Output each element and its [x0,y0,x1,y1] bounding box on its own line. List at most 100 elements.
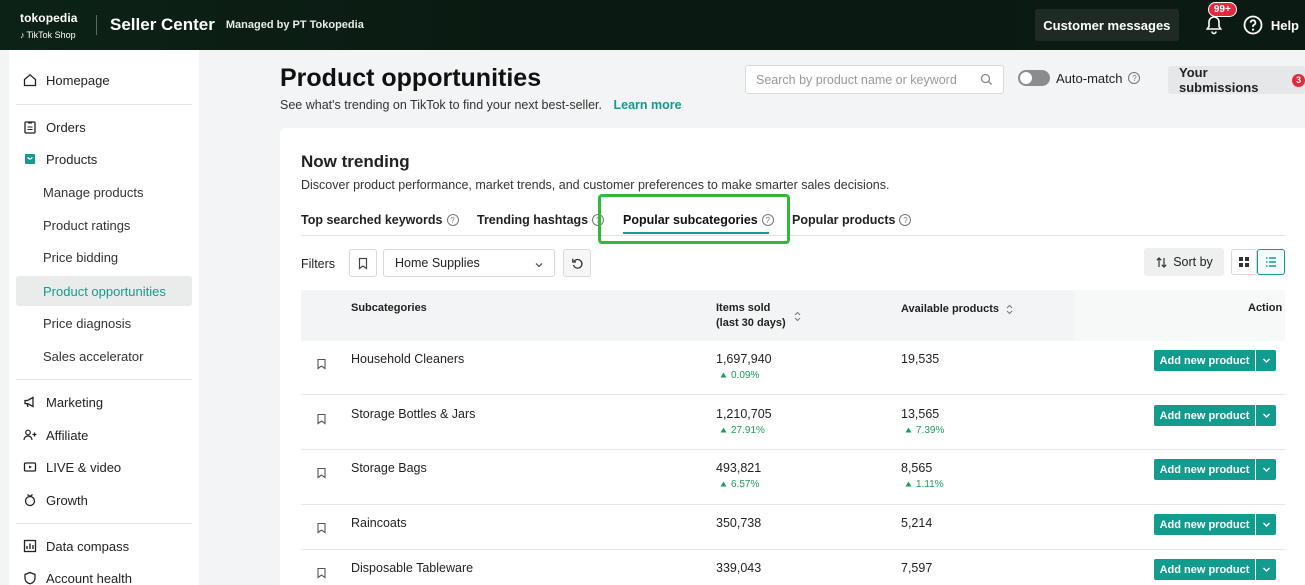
sidebar-item-affiliate[interactable]: Affiliate [9,420,199,450]
sidebar-item-data-compass[interactable]: Data compass [9,531,199,561]
sidebar-item-account-health[interactable]: Account health [9,563,199,585]
bookmark-icon[interactable] [316,412,327,430]
subcategory-name: Disposable Tableware [351,561,474,575]
bookmark-icon[interactable] [316,521,327,539]
help-icon[interactable]: ? [446,214,459,226]
sidebar-item-label: Orders [46,119,86,135]
chevron-down-icon [1262,567,1270,572]
more-options-button[interactable] [1256,405,1276,426]
grid-view-button[interactable] [1231,249,1257,275]
sidebar-item-label: LIVE & video [46,459,122,475]
add-new-product-button[interactable]: Add new product [1154,514,1255,535]
sidebar-item-growth[interactable]: Growth [9,485,199,515]
tab-popular-products[interactable]: Popular products? [792,213,912,227]
sidebar-item-product-opportunities[interactable]: Product opportunities [16,276,192,306]
category-select[interactable]: Home Supplies [383,249,555,277]
bookmark-icon[interactable] [316,466,327,484]
help-icon[interactable]: ? [899,214,912,226]
sidebar-item-marketing[interactable]: Marketing [9,387,199,417]
sidebar-item-product-ratings[interactable]: Product ratings [43,217,131,233]
app-title: Seller Center [110,15,215,34]
tab-label: Top searched keywords [301,213,443,227]
growth-icon [22,492,38,508]
sidebar-item-label: Data compass [46,538,130,554]
row-divider [301,449,1285,450]
tab-popular-subcategories[interactable]: Popular subcategories? [623,213,774,227]
add-new-product-button[interactable]: Add new product [1154,405,1255,426]
tab-top-searched-keywords[interactable]: Top searched keywords? [301,213,459,227]
col-items-sold[interactable]: Items sold (last 30 days) [716,301,801,331]
chevron-down-icon [1262,467,1270,472]
auto-match-label: Auto-match [1056,70,1123,86]
sort-arrows-icon[interactable] [794,311,801,322]
help-icon[interactable]: ? [1128,72,1141,84]
sidebar-item-products[interactable]: Products [9,144,199,174]
sidebar-item-sales-accelerator[interactable]: Sales accelerator [43,348,144,364]
bookmark-icon[interactable] [316,566,327,584]
reset-icon [571,258,583,269]
sidebar-divider [16,379,192,380]
auto-match-toggle[interactable] [1018,70,1050,86]
more-options-button[interactable] [1256,559,1276,580]
available-products-change: 7.39% [905,425,944,436]
sort-by-button[interactable]: Sort by [1144,248,1224,276]
sidebar-item-label: Account health [46,570,133,585]
help-button[interactable]: Help [1243,15,1299,35]
bookmark-icon[interactable] [316,357,327,375]
more-options-button[interactable] [1256,514,1276,535]
saved-filters-button[interactable] [349,249,377,277]
row-divider [301,549,1285,550]
sidebar-item-orders[interactable]: Orders [9,112,199,142]
items-sold-value: 1,210,705 [716,407,772,421]
learn-more-link[interactable]: Learn more [613,98,682,112]
highlight-box [598,194,790,244]
list-view-button[interactable] [1257,249,1285,275]
video-icon [22,459,38,475]
bookmark-icon [358,257,368,270]
sidebar-item-live-video[interactable]: LIVE & video [9,452,199,482]
shield-icon [22,570,38,585]
available-products-value: 5,214 [901,516,933,530]
sidebar-item-price-diagnosis[interactable]: Price diagnosis [43,315,132,331]
more-options-button[interactable] [1256,350,1276,371]
subcategory-name: Household Cleaners [351,352,465,366]
add-new-product-button[interactable]: Add new product [1154,459,1255,480]
col-items-sold-line2: (last 30 days) [716,317,786,329]
chevron-down-icon [1262,413,1270,418]
sidebar-item-price-bidding[interactable]: Price bidding [43,249,119,265]
active-tab-indicator [623,232,769,234]
sidebar: Homepage Orders Products Manage products… [9,50,199,585]
managed-by-label: Managed by PT Tokopedia [225,19,364,31]
your-submissions-button[interactable]: Your submissions 3 [1168,65,1305,95]
trend-tabs: Top searched keywords? Trending hashtags… [301,213,1285,236]
now-trending-title: Now trending [301,152,410,171]
sidebar-item-manage-products[interactable]: Manage products [43,184,144,200]
col-available-products[interactable]: Available products [901,302,1013,317]
col-subcategories: Subcategories [351,302,427,314]
row-divider [301,504,1285,505]
reset-filters-button[interactable] [563,249,591,277]
search-icon[interactable] [980,73,993,89]
sidebar-item-homepage[interactable]: Homepage [9,65,199,95]
bag-icon [22,151,38,167]
customer-messages-button[interactable]: Customer messages [1034,9,1179,41]
items-sold-change: 27.91% [720,425,765,436]
row-divider [301,394,1285,395]
now-trending-card: Now trending Discover product performanc… [280,128,1305,585]
auto-match-toggle-group: Auto-match ? [1018,70,1141,86]
col-available-label: Available products [901,303,1000,315]
help-label: Help [1270,17,1299,33]
notifications-button[interactable]: 99+ [1203,2,1237,36]
subcategory-name: Storage Bottles & Jars [351,407,476,421]
sort-arrows-icon[interactable] [1006,304,1013,315]
page-subtitle-text: See what's trending on TikTok to find yo… [280,98,603,112]
add-new-product-button[interactable]: Add new product [1154,350,1255,371]
tab-trending-hashtags[interactable]: Trending hashtags? [477,213,605,227]
tiktok-icon: ♪ [20,29,25,40]
more-options-button[interactable] [1256,459,1276,480]
help-icon[interactable]: ? [761,214,774,226]
search-input[interactable]: Search by product name or keyword [745,65,1004,94]
brand-logo[interactable]: tokopedia ♪ TikTok Shop [0,0,96,50]
submissions-count-badge: 3 [1292,73,1305,87]
add-new-product-button[interactable]: Add new product [1154,559,1255,580]
